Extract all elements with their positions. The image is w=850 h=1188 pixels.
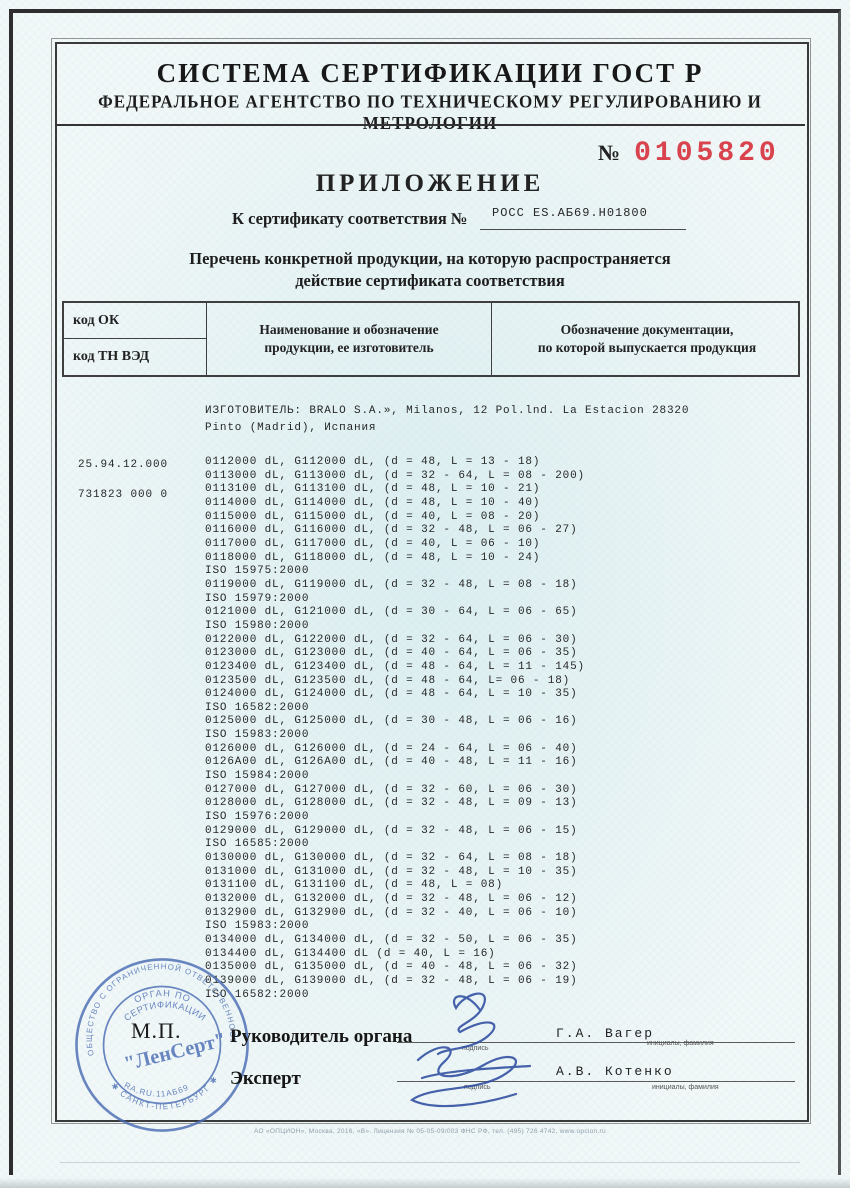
head-initials-caption: инициалы, фамилия [647, 1040, 714, 1047]
expert-initials-caption: инициалы, фамилия [652, 1084, 719, 1091]
manufacturer-line1: ИЗГОТОВИТЕЛЬ: BRALO S.A.», Milanos, 12 P… [205, 405, 690, 417]
page-bottom-shadow [0, 1178, 850, 1188]
handwritten-signatures [409, 992, 532, 1108]
codes-column-header: код ОК код ТН ВЭД [64, 303, 207, 375]
head-signature-line [397, 1042, 795, 1043]
manufacturer-info: ИЗГОТОВИТЕЛЬ: BRALO S.A.», Milanos, 12 P… [205, 403, 689, 437]
ok-code-header: код ОК [64, 303, 206, 339]
expert-name: А.В. Котенко [556, 1064, 674, 1079]
stamp-inner-circle [102, 985, 222, 1105]
documentation-header-line1: Обозначение документации, [560, 322, 734, 337]
manufacturer-line2: Pinto (Madrid), Испания [205, 422, 377, 434]
inner-border-frame [55, 42, 809, 1122]
stamp-outer-circle [75, 958, 249, 1132]
certificate-number-value: РОСС ES.АБ69.H01800 [492, 206, 648, 220]
certificate-number-underline [480, 229, 686, 230]
documentation-column-header: Обозначение документации, по которой вып… [492, 303, 802, 375]
tnved-code-header: код ТН ВЭД [73, 349, 150, 364]
blank-number-digits: 0105820 [634, 138, 780, 169]
head-signature-ink [436, 992, 496, 1056]
inner-border-outer-line [51, 38, 811, 1124]
ok-code-value: 25.94.12.000 [78, 459, 169, 471]
expert-label: Эксперт [230, 1068, 301, 1089]
stamp-place-label: М.П. [131, 1018, 182, 1043]
documentation-header-line2: по которой выпускается продукция [537, 340, 757, 355]
outer-border-frame [9, 9, 841, 1175]
product-list-subtitle-line1: Перечень конкретной продукции, на котору… [189, 249, 671, 268]
system-title: СИСТЕМА СЕРТИФИКАЦИИ ГОСТ Р [156, 58, 704, 88]
printer-fine-print: АО «ОПЦИОН», Москва, 2016, «В». Лицензия… [254, 1128, 606, 1135]
columns-header-table: код ОК код ТН ВЭД Наименование и обознач… [62, 301, 800, 377]
product-name-column-header: Наименование и обозначение продукции, ее… [207, 303, 492, 375]
agency-title: ФЕДЕРАЛЬНОЕ АГЕНТСТВО ПО ТЕХНИЧЕСКОМУ РЕ… [98, 92, 762, 133]
tnved-code-value: 731823 000 0 [78, 489, 169, 501]
head-of-body-label: Руководитель органа [230, 1026, 413, 1047]
number-sign: № [598, 140, 621, 165]
product-name-header-line2: продукции, ее изготовитель [264, 340, 434, 355]
certification-body-stamp: ОБЩЕСТВО С ОГРАНИЧЕННОЙ ОТВЕТСТВЕННОСТЬЮ… [58, 941, 249, 1132]
certificate-reference-label: К сертификату соответствия № [232, 209, 468, 228]
appendix-title: ПРИЛОЖЕНИЕ [315, 170, 545, 197]
product-name-header-line1: Наименование и обозначение [259, 322, 439, 337]
product-list-subtitle-line2: действие сертификата соответствия [295, 271, 565, 290]
head-sign-caption: подпись [462, 1045, 489, 1052]
product-list: 0112000 dL, G112000 dL, (d = 48, L = 13 … [205, 456, 586, 1001]
head-name: Г.А. Вагер [556, 1026, 655, 1041]
header-divider [55, 124, 805, 126]
blank-number: № 0105820 [598, 138, 780, 169]
expert-signature-line [397, 1081, 795, 1082]
footer-divider-line [60, 1162, 800, 1163]
expert-sign-caption: подпись [464, 1084, 491, 1091]
expert-signature-ink [409, 1046, 532, 1108]
